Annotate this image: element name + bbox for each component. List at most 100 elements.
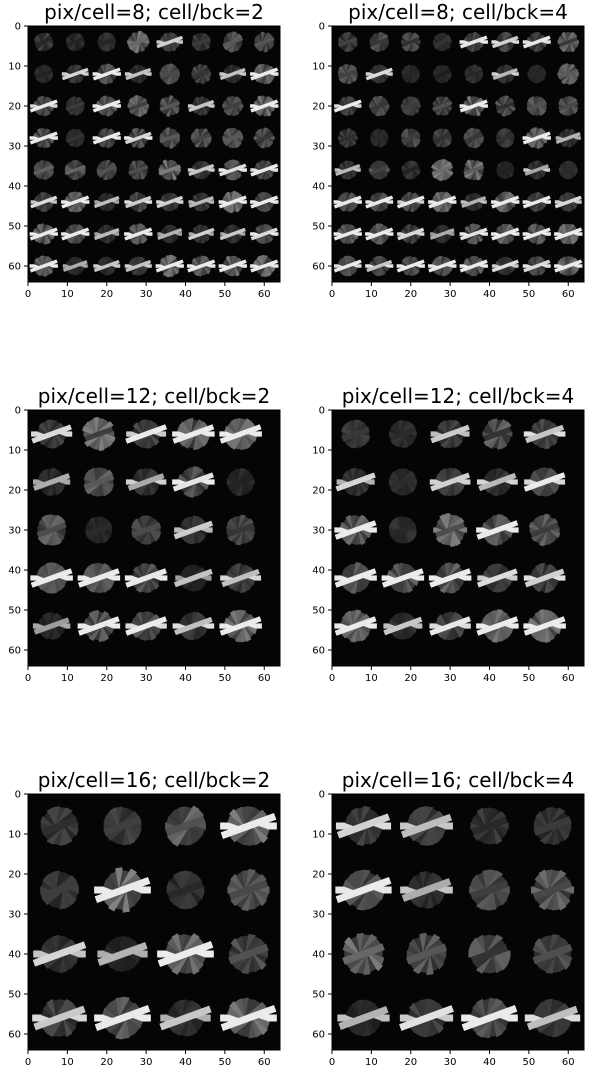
hog-cell-stroke [93,227,120,241]
hog-panel-4: pix/cell=12; cell/bck=4 0 10 20 30 40 50 60 0 10 2… [312,384,585,684]
hog-cell-stroke [470,880,509,900]
y-tick-label: 20 [312,486,325,497]
hog-cell-stroke [83,474,115,490]
hog-cell-stroke [29,227,58,241]
hog-cell-stroke [155,259,184,273]
y-tick-label: 20 [8,870,21,881]
y-tick-label: 50 [312,222,325,233]
hog-image [28,26,280,282]
panel-title: pix/cell=8; cell/bck=2 [44,0,264,24]
hog-cell-stroke [97,942,148,966]
y-tick-label: 60 [312,646,325,657]
hog-cell-stroke [92,99,121,113]
x-tick-label: 10 [365,289,378,300]
hog-panel-3: pix/cell=12; cell/bck=2 0 10 20 30 40 50 60 0 10 2… [8,384,281,684]
hog-cell-stroke [124,227,153,241]
hog-cell-stroke [84,426,114,442]
x-tick-label: 40 [483,289,496,300]
y-tick-label: 0 [15,790,21,801]
hog-cell-stroke [250,195,279,209]
hog-panel-2: pix/cell=8; cell/bck=4 0 10 20 30 40 50 60 0 10 20… [312,0,585,300]
hog-cell-stroke [333,99,362,113]
hog-cell-stroke [334,616,377,636]
hog-cell-stroke [476,616,519,636]
y-tick-label: 50 [8,222,21,233]
hog-cells [335,806,581,1039]
hog-cell-stroke [158,164,181,176]
hog-cell-stroke [522,195,551,209]
hog-cell-stroke [338,69,358,79]
hog-cell-stroke [219,424,262,444]
hog-cell-stroke [369,165,389,175]
hog-cell-stroke [429,228,455,240]
panel-title: pix/cell=12; cell/bck=4 [342,384,574,408]
hog-cell-stroke [94,877,151,903]
hog-cell-stroke [459,259,488,273]
y-tick-label: 20 [312,102,325,113]
hog-cell-stroke [461,1005,518,1031]
hog-cell-stroke [430,472,471,492]
hog-cell-stroke [533,816,572,836]
hog-cell-stroke [526,100,547,112]
hog-cell-stroke [97,37,116,47]
hog-cell-stroke [32,941,87,967]
hog-cell-stroke [33,617,70,635]
hog-cell-stroke [523,472,566,492]
hog-panel-5: pix/cell=16; cell/bck=2 0 10 20 30 40 50 60 0 10 2… [8,768,281,1068]
hog-cell-stroke [34,37,53,47]
y-tick-label: 10 [8,446,21,457]
x-tick-label: 40 [179,289,192,300]
x-tick-label: 50 [219,673,232,684]
y-tick-label: 50 [8,606,21,617]
x-tick-label: 20 [404,289,417,300]
hog-cell-stroke [429,568,472,588]
hog-cell-stroke [33,164,55,176]
hog-cell-stroke [226,522,255,538]
hog-cell-stroke [173,520,214,540]
hog-cell-stroke [93,195,120,209]
hog-cells [29,30,279,278]
axes-frame [331,793,585,1051]
axes-frame [27,793,281,1051]
hog-cell-stroke [389,474,417,490]
hog-cell-stroke [61,227,90,241]
hog-cell-stroke [522,35,551,49]
hog-cell-stroke [405,943,448,965]
hog-cell-stroke [559,165,578,175]
x-tick-label: 40 [483,673,496,684]
hog-cell-stroke [338,1006,389,1030]
hog-cell-stroke [254,133,274,143]
y-tick-label: 0 [15,22,21,33]
hog-cell-stroke [491,195,520,209]
hog-cell-stroke [127,36,149,48]
hog-cell-stroke [335,472,376,492]
x-tick-label: 10 [61,289,74,300]
hog-cell-stroke [103,816,142,836]
x-tick-label: 0 [25,289,31,300]
hog-cell-stroke [522,227,551,241]
hog-cell-stroke [159,100,181,112]
hog-cell-stroke [250,259,279,273]
hog-cell-stroke [400,813,453,839]
axes-frame [27,25,281,283]
x-tick-label: 50 [219,1057,232,1068]
hog-cell-stroke [524,164,549,176]
hog-cell-stroke [128,101,148,111]
hog-cell-stroke [29,99,58,113]
hog-cell-stroke [254,36,275,48]
hog-cell-stroke [530,522,559,538]
hog-cell-stroke [187,259,216,273]
hog-cell-stroke [191,133,212,143]
y-tick-label: 40 [312,950,325,961]
hog-cell-stroke [522,131,551,145]
hog-cell-stroke [430,424,470,444]
hog-cell-stroke [464,69,483,79]
hog-cell-stroke [128,164,149,176]
hog-cell-stroke [334,520,377,540]
hog-cell-stroke [222,36,244,48]
hog-cell-stroke [435,522,466,538]
x-tick-label: 40 [483,1057,496,1068]
hog-cell-stroke [221,568,260,588]
y-tick-label: 30 [312,142,325,153]
hog-cell-stroke [66,37,85,47]
